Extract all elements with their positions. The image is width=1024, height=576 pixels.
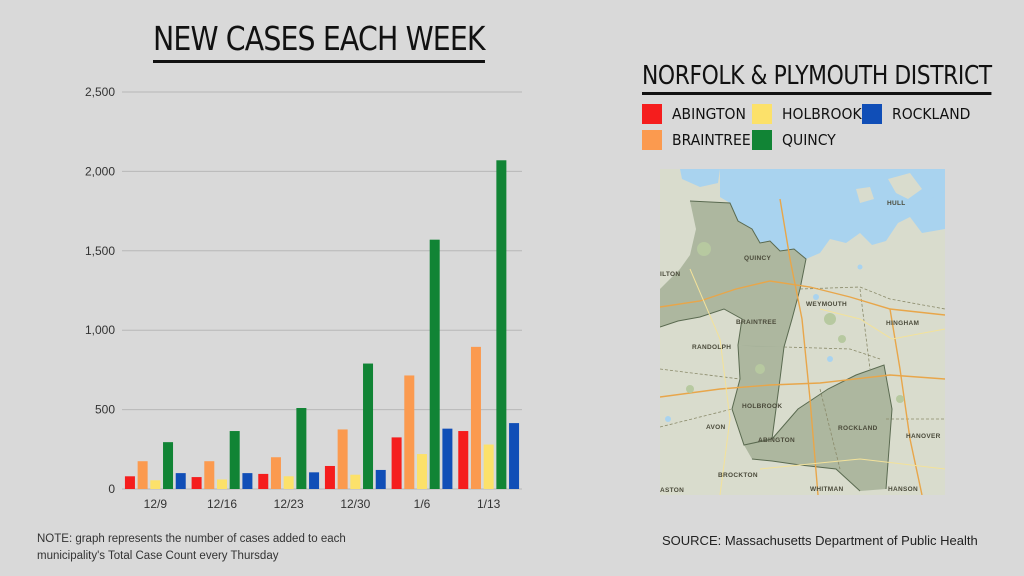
chart-title: NEW CASES EACH WEEK: [153, 18, 486, 63]
x-tick-label: 1/13: [477, 497, 501, 511]
y-tick-label: 1,000: [85, 323, 115, 337]
legend-item-holbrook: HOLBROOK: [752, 103, 870, 125]
bar-rockland-1-6: [442, 428, 453, 489]
map-label-easton: ASTON: [660, 487, 685, 494]
bar-abington-1-13: [458, 431, 469, 489]
bar-holbrook-12-30: [350, 474, 361, 489]
bar-rockland-12-9: [175, 473, 186, 489]
x-tick-label: 12/16: [207, 497, 237, 511]
bar-quincy-12-30: [363, 363, 374, 489]
legend-swatch: [752, 104, 772, 124]
bar-braintree-12-23: [270, 457, 281, 489]
map-label-holbrook: HOLBROOK: [742, 403, 783, 410]
bar-abington-12-30: [324, 465, 335, 489]
map-label-avon: AVON: [706, 424, 726, 431]
district-title: NORFOLK & PLYMOUTH DISTRICT: [642, 60, 992, 95]
bar-holbrook-12-23: [283, 476, 294, 489]
legend: ABINGTON HOLBROOK ROCKLAND BRAINTREE QUINCY: [642, 103, 972, 153]
x-tick-label: 12/23: [274, 497, 304, 511]
legend-item-abington: ABINGTON: [642, 103, 754, 125]
map-label-rockland: ROCKLAND: [838, 425, 878, 432]
bar-abington-12-16: [191, 477, 202, 489]
bar-holbrook-12-9: [150, 480, 161, 489]
y-tick-label: 2,500: [85, 85, 115, 99]
bar-braintree-12-30: [337, 429, 348, 489]
legend-label: QUINCY: [782, 131, 836, 149]
map-label-braintree: BRAINTREE: [736, 319, 777, 326]
legend-item-quincy: QUINCY: [752, 129, 842, 151]
bar-quincy-1-13: [496, 160, 507, 489]
bar-chart: 0 500 1,000 1,500 2,000 2,500 12/9 12/16 12/23 12…: [85, 85, 522, 511]
legend-label: BRAINTREE: [672, 131, 751, 149]
legend-label: ROCKLAND: [892, 105, 971, 123]
legend-item-braintree: BRAINTREE: [642, 129, 759, 151]
legend-swatch: [642, 104, 662, 124]
y-tick-label: 1,500: [85, 244, 115, 258]
x-tick-label: 12/9: [144, 497, 168, 511]
legend-swatch: [642, 130, 662, 150]
map-label-quincy: QUINCY: [744, 255, 772, 262]
bar-rockland-12-16: [242, 473, 253, 489]
legend-swatch: [862, 104, 882, 124]
bar-abington-12-9: [124, 476, 135, 489]
bar-rockland-1-13: [509, 423, 520, 489]
bar-braintree-12-9: [137, 461, 148, 489]
map-label-hanson: HANSON: [888, 486, 918, 493]
legend-swatch: [752, 130, 772, 150]
map-label-abington: ABINGTON: [758, 437, 795, 444]
bar-abington-12-23: [258, 473, 269, 489]
legend-label: ABINGTON: [672, 105, 746, 123]
map-label-weymouth: WEYMOUTH: [806, 301, 848, 308]
bar-quincy-12-9: [163, 442, 174, 489]
bar-rockland-12-30: [375, 469, 386, 489]
bar-braintree-1-13: [470, 346, 481, 489]
bar-quincy-12-23: [296, 408, 307, 489]
bar-holbrook-12-16: [217, 479, 227, 489]
bar-quincy-1-6: [429, 239, 440, 489]
bar-braintree-12-16: [204, 461, 215, 489]
y-tick-label: 2,000: [85, 164, 115, 178]
map-label-brockton: BROCKTON: [718, 472, 758, 479]
bar-braintree-1-6: [404, 375, 415, 489]
x-tick-label: 1/6: [414, 497, 431, 511]
map-label-hull: HULL: [887, 200, 906, 207]
y-tick-label: 500: [95, 403, 115, 417]
bar-rockland-12-23: [309, 472, 320, 489]
map-label-hanover: HANOVER: [906, 433, 941, 440]
bar-holbrook-1-13: [483, 444, 494, 489]
bar-quincy-12-16: [229, 431, 240, 489]
legend-label: HOLBROOK: [782, 105, 862, 123]
chart-note: NOTE: graph represents the number of cas…: [37, 533, 346, 562]
district-map: QUINCY WEYMOUTH BRAINTREE HINGHAM RANDOL…: [660, 169, 945, 495]
map-label-randolph: RANDOLPH: [692, 344, 732, 351]
bar-holbrook-1-6: [417, 454, 427, 489]
map-label-whitman: WHITMAN: [810, 486, 844, 493]
y-tick-label: 0: [108, 482, 115, 496]
bar-abington-1-6: [391, 437, 402, 489]
legend-item-rockland: ROCKLAND: [862, 103, 979, 125]
map-label-hingham: HINGHAM: [886, 320, 920, 327]
map-label-milton: ILTON: [660, 271, 681, 278]
source-note: SOURCE: Massachusetts Department of Publ…: [662, 533, 978, 548]
x-tick-label: 12/30: [340, 497, 370, 511]
